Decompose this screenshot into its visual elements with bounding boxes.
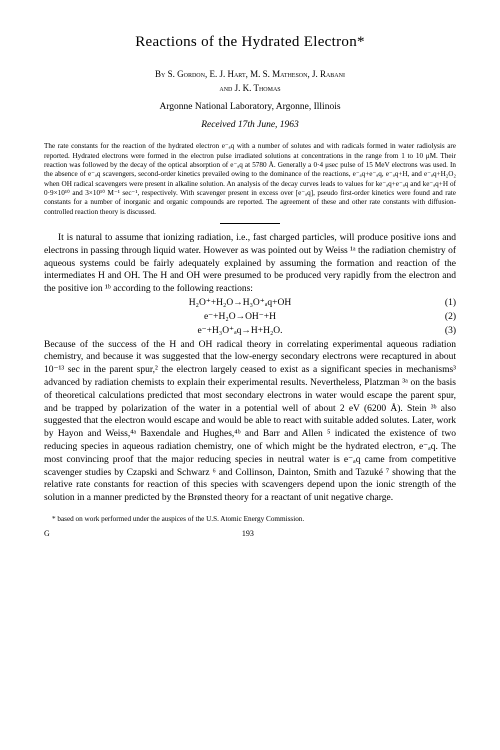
equation-2-content: e⁻+H₂O→OH⁻+H bbox=[44, 311, 436, 324]
equation-1: H₂O⁺+H₂O→H₃O⁺ₐq+OH (1) bbox=[44, 297, 456, 310]
paper-title: Reactions of the Hydrated Electron* bbox=[44, 32, 456, 52]
received-date: Received 17th June, 1963 bbox=[44, 119, 456, 132]
by-prefix: By bbox=[155, 69, 168, 79]
equation-2-number: (2) bbox=[436, 311, 456, 324]
authors-line-2: and J. K. Thomas bbox=[44, 82, 456, 94]
authors-line-1: By S. Gordon, E. J. Hart, M. S. Matheson… bbox=[44, 68, 456, 80]
abstract: The rate constants for the reaction of t… bbox=[44, 142, 456, 217]
footnote: * based on work performed under the ausp… bbox=[44, 515, 456, 525]
equation-3: e⁻+H₃O⁺ₐq→H+H₂O. (3) bbox=[44, 325, 456, 338]
author-names-2: J. K. Thomas bbox=[235, 83, 281, 93]
footer-spacer bbox=[446, 529, 456, 540]
equation-3-number: (3) bbox=[436, 325, 456, 338]
body-paragraph-2: Because of the success of the H and OH r… bbox=[44, 339, 456, 506]
body-paragraph-1: It is natural to assume that ionizing ra… bbox=[44, 232, 456, 296]
page-footer: G 193 bbox=[44, 529, 456, 540]
author-names-1: S. Gordon, E. J. Hart, M. S. Matheson, J… bbox=[168, 69, 345, 79]
equation-1-number: (1) bbox=[436, 297, 456, 310]
equation-2: e⁻+H₂O→OH⁻+H (2) bbox=[44, 311, 456, 324]
equation-1-content: H₂O⁺+H₂O→H₃O⁺ₐq+OH bbox=[44, 297, 436, 310]
affiliation: Argonne National Laboratory, Argonne, Il… bbox=[44, 101, 456, 114]
equation-3-content: e⁻+H₃O⁺ₐq→H+H₂O. bbox=[44, 325, 436, 338]
and-prefix: and bbox=[219, 83, 234, 93]
page-number: 193 bbox=[50, 529, 446, 540]
divider bbox=[220, 223, 280, 224]
